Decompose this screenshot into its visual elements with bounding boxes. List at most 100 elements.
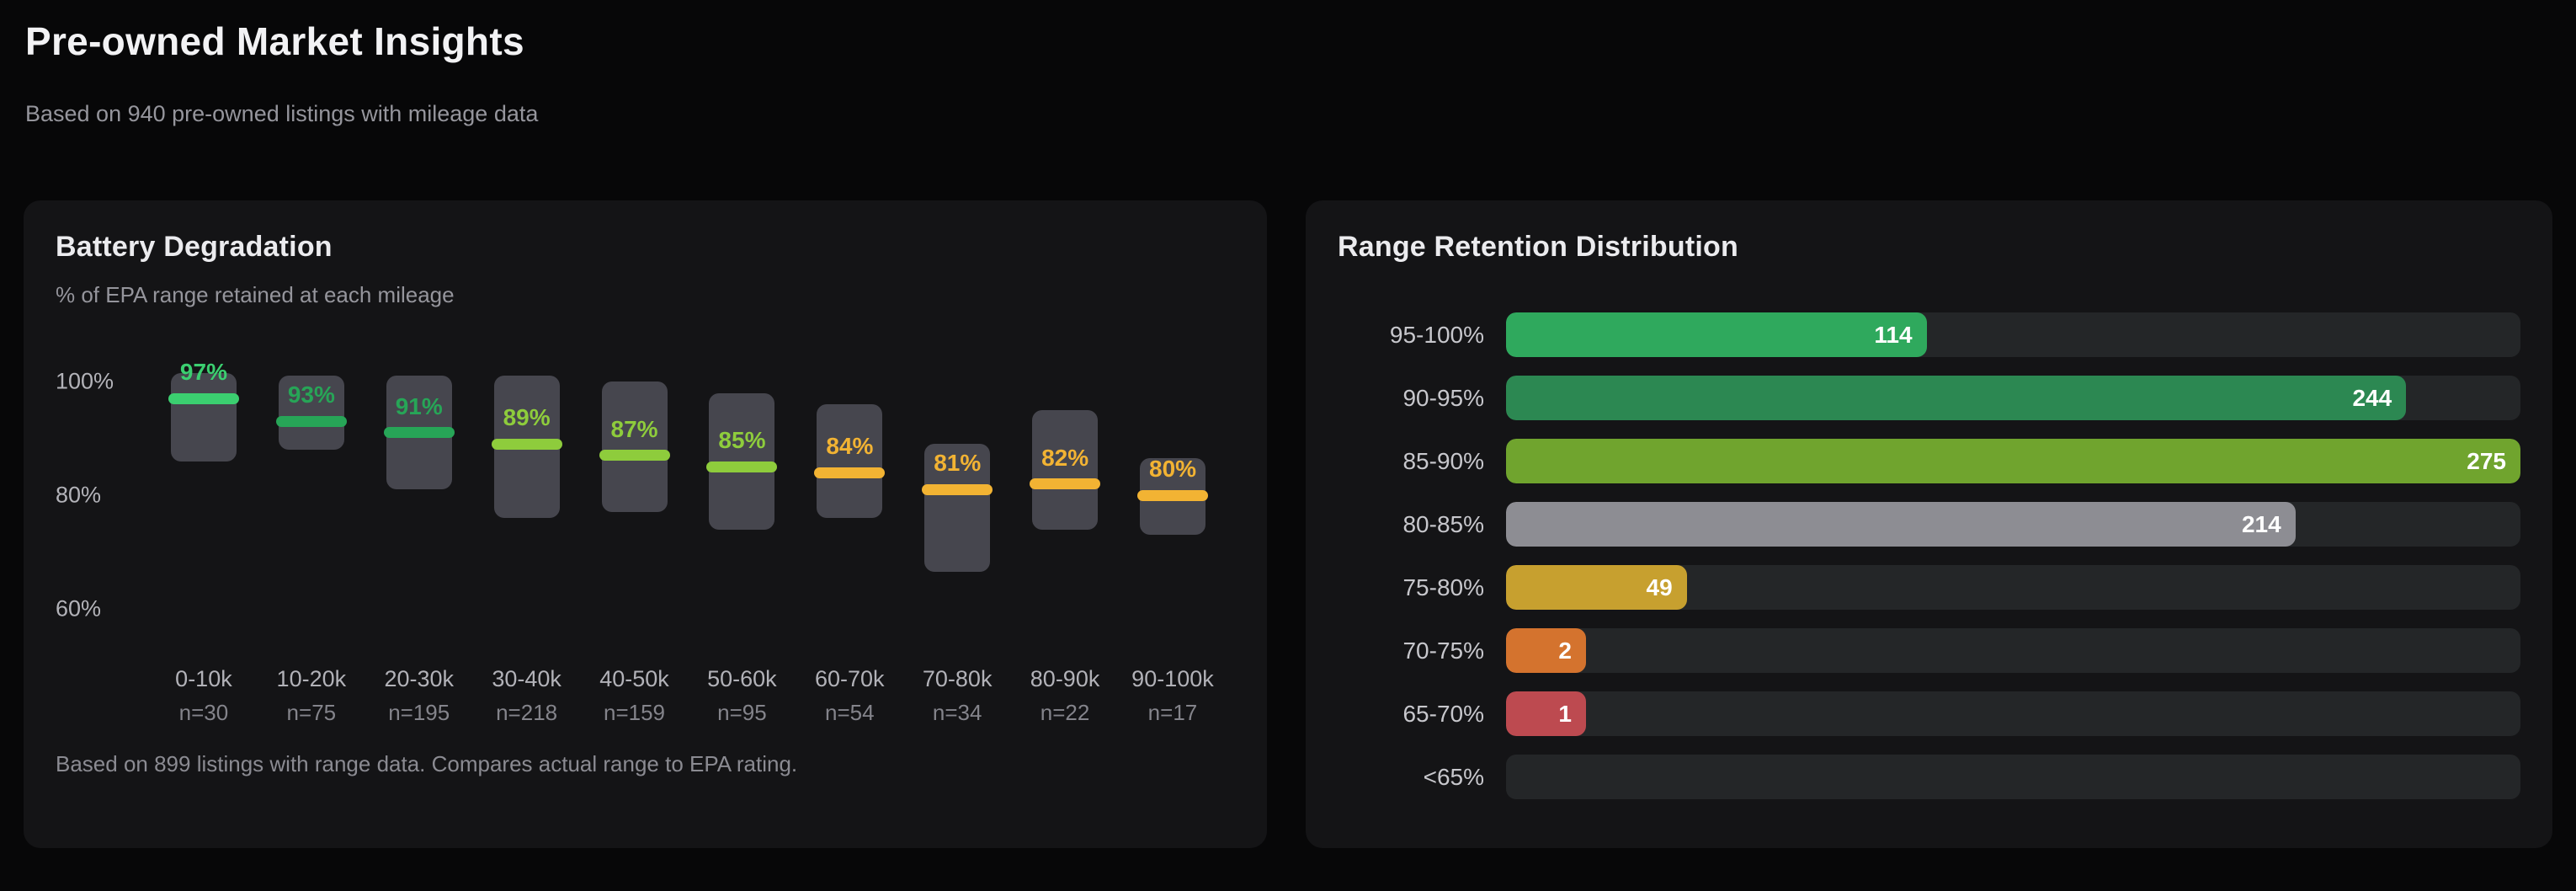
y-tick-label: 100% [56,368,114,394]
sample-count-label: n=195 [388,700,450,725]
x-axis-label: 90-100k n=17 [1119,666,1227,726]
bar-track: 275 [1506,439,2520,483]
range-box [278,376,344,451]
retention-bar: 244 [1506,376,2407,420]
battery-column: 84% [796,342,903,654]
range-box [709,392,775,530]
bar-value-label: 214 [2241,511,2281,537]
median-line [1137,489,1209,501]
battery-columns: 97% 93% 91% 89% 87% 85% 84% 81% 82% 80% [150,342,1227,654]
battery-degradation-card: Battery Degradation % of EPA range retai… [24,200,1267,848]
bar-track: 1 [1506,691,2520,736]
range-box [170,373,237,462]
median-value-label: 81% [934,450,982,477]
page-header: Pre-owned Market Insights Based on 940 p… [0,0,2576,127]
retention-bucket-label: 80-85% [1402,510,1484,537]
retention-bar: 2 [1506,628,1586,673]
median-value-label: 91% [395,392,443,419]
median-value-label: 82% [1041,444,1089,471]
page-title: Pre-owned Market Insights [25,19,524,63]
retention-bucket-label: <65% [1423,763,1484,790]
battery-column: 80% [1119,342,1227,654]
mileage-bucket-label: 30-40k [492,666,562,691]
median-line [1030,478,1101,490]
bar-track [1506,755,2520,799]
battery-column: 87% [581,342,689,654]
median-line [599,450,670,462]
retention-bar: 49 [1506,565,1687,610]
battery-degradation-chart: 97% 93% 91% 89% 87% 85% 84% 81% 82% 80% 100% 80% 60… [56,342,1235,654]
bar-value-label: 114 [1874,322,1913,348]
x-axis-label: 30-40k n=218 [473,666,581,726]
retention-bucket-label: 85-90% [1402,447,1484,474]
range-box [924,444,991,573]
median-line [706,461,778,472]
median-line [168,392,239,404]
mileage-bucket-label: 20-30k [384,666,454,691]
bar-value-label: 244 [2352,385,2392,411]
x-axis-label: 0-10k n=30 [150,666,258,726]
bar-value-label: 49 [1646,574,1673,600]
sample-count-label: n=22 [1040,700,1090,725]
battery-card-title: Battery Degradation [56,231,333,263]
retention-row: 75-80% 49 [1338,565,2520,610]
battery-column: 82% [1011,342,1119,654]
retention-row: 85-90% 275 [1338,439,2520,483]
bar-track: 244 [1506,376,2520,420]
x-axis-label: 50-60k n=95 [688,666,796,726]
mileage-bucket-label: 10-20k [276,666,347,691]
mileage-bucket-label: 80-90k [1030,666,1100,691]
mileage-bucket-label: 50-60k [707,666,777,691]
range-retention-card: Range Retention Distribution 95-100% 114 9… [1306,200,2552,848]
mileage-bucket-label: 90-100k [1131,666,1214,691]
retention-bucket-label: 95-100% [1389,321,1484,348]
retention-row: 80-85% 214 [1338,502,2520,547]
retention-rows: 95-100% 114 90-95% 244 85-90% 275 80-85% 214 75-… [1338,312,2520,799]
range-box [601,381,668,513]
x-axis-label: 60-70k n=54 [796,666,903,726]
sample-count-label: n=95 [717,700,767,725]
retention-bucket-label: 65-70% [1402,700,1484,727]
sample-count-label: n=54 [825,700,875,725]
sample-count-label: n=75 [286,700,337,725]
sample-count-label: n=30 [178,700,229,725]
median-value-label: 87% [610,415,658,442]
battery-column: 93% [258,342,365,654]
retention-bar: 114 [1506,312,1927,357]
range-box [1032,409,1099,530]
median-line [922,483,993,495]
retention-bar: 214 [1506,502,2296,547]
x-axis-label: 40-50k n=159 [581,666,689,726]
mileage-bucket-label: 70-80k [922,666,993,691]
sample-count-label: n=159 [603,700,666,725]
range-box [817,404,883,519]
cards-row: Battery Degradation % of EPA range retai… [24,200,2552,848]
retention-row: 95-100% 114 [1338,312,2520,357]
x-axis-label: 10-20k n=75 [258,666,365,726]
sample-count-label: n=34 [932,700,982,725]
median-value-label: 97% [179,359,227,386]
bar-value-label: 1 [1558,701,1572,727]
retention-bucket-label: 75-80% [1402,574,1484,600]
bar-track: 2 [1506,628,2520,673]
bar-value-label: 2 [1558,638,1572,664]
battery-footnote: Based on 899 listings with range data. C… [56,751,798,776]
sample-count-label: n=218 [496,700,558,725]
bar-track: 49 [1506,565,2520,610]
retention-bar: 1 [1506,691,1586,736]
battery-column: 91% [365,342,473,654]
retention-bucket-label: 90-95% [1402,384,1484,411]
battery-card-subtitle: % of EPA range retained at each mileage [56,282,455,307]
x-axis-label: 70-80k n=34 [903,666,1011,726]
retention-bucket-label: 70-75% [1402,637,1484,664]
battery-column: 89% [473,342,581,654]
retention-row: 90-95% 244 [1338,376,2520,420]
x-axis-label: 80-90k n=22 [1011,666,1119,726]
battery-xaxis: 0-10k n=30 10-20k n=75 20-30k n=195 30-40k n=21… [150,666,1227,726]
battery-column: 97% [150,342,258,654]
mileage-bucket-label: 40-50k [599,666,669,691]
median-value-label: 85% [718,427,766,454]
battery-column: 81% [903,342,1011,654]
battery-column: 85% [689,342,796,654]
median-line [814,467,886,478]
